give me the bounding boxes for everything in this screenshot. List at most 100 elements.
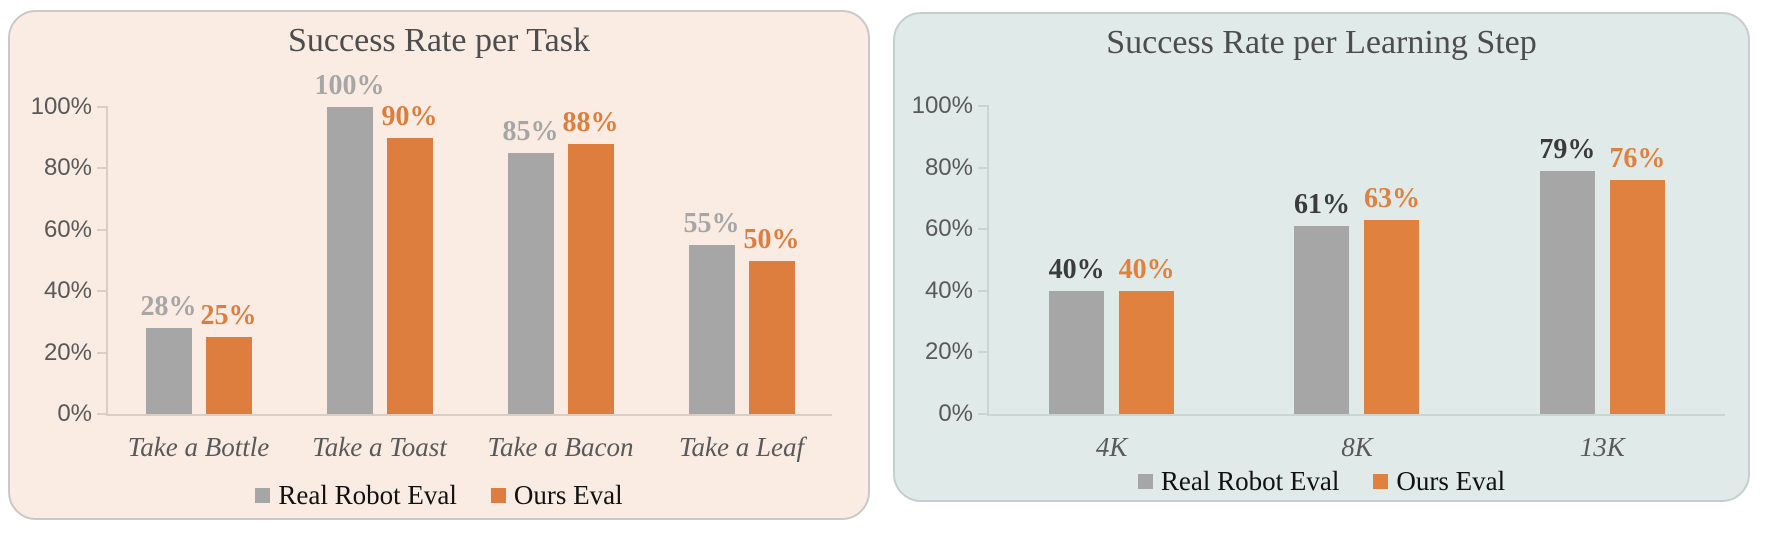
bar: [1119, 290, 1175, 414]
bar-value-label: 25%: [200, 300, 257, 332]
bar-value-label: 61%: [1293, 189, 1350, 221]
legend-item: Ours Eval: [1373, 466, 1505, 497]
bar: [567, 143, 614, 414]
legend-label: Real Robot Eval: [1160, 466, 1340, 496]
bar-group: 100% 90% Take a Toast: [312, 72, 447, 463]
bar-value-label: 40%: [1118, 253, 1175, 285]
y-tick-label: 20%: [924, 338, 973, 366]
bar: [1539, 170, 1595, 414]
y-tick-mark: [978, 105, 989, 107]
chart-panel-learning-step: Success Rate per Learning Step 0% 20% 40% 6…: [893, 12, 1750, 502]
bar: [1294, 226, 1350, 414]
chart-title-learning-step: Success Rate per Learning Step: [1106, 24, 1537, 61]
bar-value-label: 90%: [381, 100, 438, 132]
y-tick-mark: [978, 413, 989, 415]
bar-value-label: 79%: [1539, 133, 1596, 165]
bar-value-label: 55%: [683, 208, 740, 240]
legend-item: Real Robot Eval: [1137, 466, 1340, 497]
y-tick-label: 40%: [43, 277, 92, 305]
y-tick-label: 80%: [43, 154, 92, 182]
bar-group: 28% 25% Take a Bottle: [128, 107, 270, 462]
bar-column: 100%: [315, 72, 385, 414]
bar-value-label: 88%: [562, 106, 619, 138]
bar-column: 90%: [382, 102, 438, 414]
bar-group: 55% 50% Take a Leaf: [679, 107, 804, 462]
bar-value-label: 76%: [1609, 142, 1666, 174]
bar-group: 61% 63% 8K: [1293, 106, 1420, 462]
bar-column: 50%: [744, 107, 800, 414]
legend-label: Real Robot Eval: [278, 480, 457, 510]
legend-swatch: [255, 488, 271, 503]
legend-swatch: [1373, 474, 1389, 489]
bar: [205, 337, 252, 414]
y-tick-label: 100%: [30, 93, 92, 120]
bar-column: 88%: [563, 107, 619, 414]
bar: [386, 137, 433, 414]
y-tick-mark: [978, 351, 989, 354]
y-tick-label: 0%: [57, 400, 92, 427]
bar: [1049, 290, 1105, 414]
y-tick-mark: [97, 351, 108, 354]
bar: [145, 328, 192, 414]
y-tick-label: 40%: [924, 276, 973, 304]
bar: [748, 260, 795, 414]
bar-column: 40%: [1048, 106, 1105, 414]
chart-panel-task: Success Rate per Task 0% 20% 40% 60% 80% 100%…: [8, 10, 870, 520]
category-label: 4K: [1095, 432, 1128, 462]
y-tick-label: 60%: [924, 215, 973, 243]
y-tick-label: 60%: [43, 215, 92, 243]
category-label: 13K: [1579, 432, 1625, 462]
plot-area-task: 0% 20% 40% 60% 80% 100% 28% 25% Take a Bottle 100…: [10, 12, 868, 518]
bar-value-label: 28%: [140, 291, 197, 323]
bar-group: 79% 76% 13K: [1539, 106, 1666, 462]
y-tick-label: 0%: [938, 400, 973, 427]
bar: [1609, 179, 1665, 414]
bar: [326, 107, 373, 414]
bar-column: 76%: [1609, 106, 1666, 414]
y-tick-mark: [97, 290, 108, 293]
bar-value-label: 40%: [1048, 253, 1105, 285]
legend-task: Real Robot Eval Ours Eval: [10, 480, 868, 511]
y-tick-mark: [978, 166, 989, 169]
bar-value-label: 63%: [1363, 182, 1420, 214]
chart-title-task: Success Rate per Task: [288, 22, 590, 59]
y-tick-mark: [978, 228, 989, 231]
bar-value-label: 100%: [314, 70, 385, 101]
bar-column: 55%: [684, 107, 740, 414]
bar-group: 40% 40% 4K: [1048, 106, 1175, 462]
y-tick-mark: [97, 228, 108, 231]
plot-area-learning-step: 0% 20% 40% 60% 80% 100% 40% 40% 4K 61% 63% 8K 79% 76%…: [895, 14, 1748, 500]
bar-value-label: 85%: [502, 116, 559, 148]
bar-column: 40%: [1118, 106, 1175, 414]
bar-column: 61%: [1293, 106, 1350, 414]
bar-column: 25%: [201, 107, 257, 414]
bar: [1364, 219, 1420, 414]
category-label: Take a Leaf: [678, 432, 805, 462]
bar-column: 63%: [1363, 106, 1420, 414]
category-label: Take a Bottle: [127, 432, 270, 462]
y-tick-label: 20%: [43, 338, 92, 366]
legend-label: Ours Eval: [513, 480, 623, 510]
y-tick-mark: [97, 106, 108, 108]
y-tick-mark: [97, 167, 108, 170]
legend-label: Ours Eval: [1396, 466, 1506, 496]
y-tick-mark: [978, 289, 989, 292]
y-tick-label: 80%: [924, 153, 973, 181]
bar-value-label: 50%: [743, 223, 800, 255]
category-label: 8K: [1341, 432, 1373, 462]
legend-swatch: [490, 488, 506, 503]
bar: [688, 245, 735, 414]
category-label: Take a Toast: [312, 432, 447, 462]
bar-column: 79%: [1539, 106, 1596, 414]
plot: 0% 20% 40% 60% 80% 100% 40% 40% 4K 61% 63% 8K 79% 76%…: [912, 93, 1725, 462]
y-tick-label: 100%: [911, 92, 973, 119]
plot: 0% 20% 40% 60% 80% 100% 28% 25% Take a Bottle 100…: [31, 72, 832, 463]
bar-column: 85%: [503, 107, 559, 414]
legend-swatch: [1137, 474, 1153, 489]
legend-item: Real Robot Eval: [255, 480, 457, 511]
legend-item: Ours Eval: [490, 480, 623, 511]
bar: [507, 153, 554, 414]
y-tick-mark: [97, 413, 108, 415]
bar-group: 85% 88% Take a Bacon: [488, 107, 634, 462]
